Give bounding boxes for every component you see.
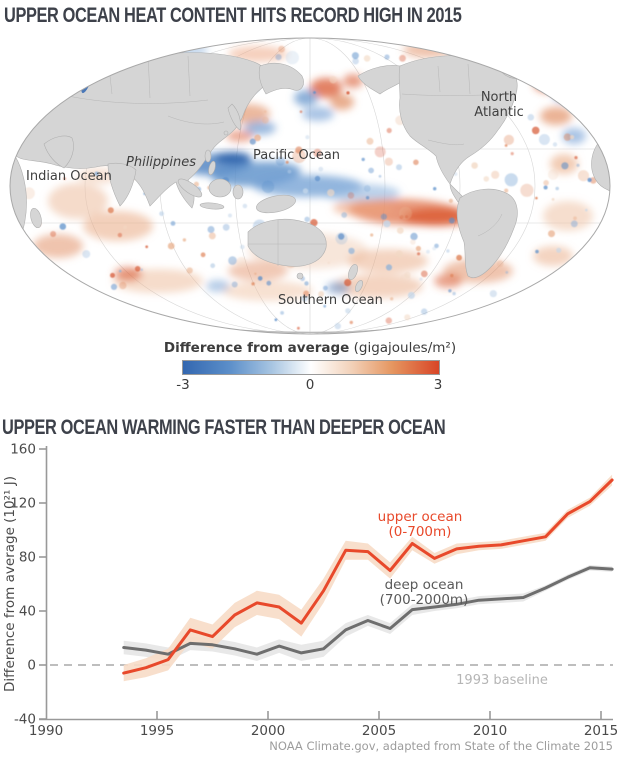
deep-ocean-line <box>122 566 614 656</box>
colorbar-title-units: (gigajoules/m²) <box>349 340 457 356</box>
deep-ocean-band <box>123 565 613 661</box>
x-tick-label: 2000 <box>251 723 285 739</box>
y-axis-title: Difference from average (10²¹ J) <box>2 476 18 692</box>
x-tick-label: 2015 <box>584 723 618 739</box>
colorbar-gradient <box>182 360 440 375</box>
colorbar-tick-mid: 0 <box>305 377 315 393</box>
upper-ocean-band <box>123 474 613 682</box>
ohc-chart: -40 0 40 80 120 160 1990 1995 2000 2005 2010 2015 Di… <box>2 442 618 754</box>
y-tick-label: 0 <box>27 658 36 674</box>
legend-deep-ocean-range: (700-2000m) <box>380 592 469 608</box>
page-title-ocean-heat: UPPER OCEAN HEAT CONTENT HITS RECORD HIG… <box>4 4 462 27</box>
page-title-warming: UPPER OCEAN WARMING FASTER THAN DEEPER O… <box>2 416 446 439</box>
legend-upper-ocean: upper ocean <box>378 509 463 525</box>
y-tick-label: -40 <box>14 712 36 728</box>
country-borders <box>67 53 511 266</box>
x-tick-label: 1995 <box>140 723 174 739</box>
y-tick-label: 80 <box>19 550 36 566</box>
y-tick-label: 40 <box>19 604 36 620</box>
world-map-svg <box>9 37 611 335</box>
world-map: Pacific Ocean Philippines Indian Ocean N… <box>8 36 612 336</box>
colorbar-tick-min: -3 <box>176 377 190 393</box>
colorbar-title: Difference from average (gigajoules/m²) <box>150 340 470 356</box>
x-tick-label: 2010 <box>473 723 507 739</box>
baseline-label: 1993 baseline <box>456 673 548 688</box>
y-tick-label: 120 <box>10 496 36 512</box>
globe-outline <box>9 37 611 335</box>
colorbar: Difference from average (gigajoules/m²) … <box>150 340 470 395</box>
colorbar-title-bold: Difference from average <box>163 340 350 356</box>
x-tick-label: 2005 <box>362 723 396 739</box>
colorbar-tick-max: 3 <box>433 377 443 393</box>
legend-deep-ocean: deep ocean <box>385 577 464 593</box>
credit-text: NOAA Climate.gov, adapted from State of … <box>269 739 613 753</box>
upper-ocean-line <box>122 478 614 675</box>
y-tick-label: 160 <box>10 442 36 458</box>
legend-upper-ocean-range: (0-700m) <box>389 524 452 540</box>
x-tick-label: 1990 <box>29 723 63 739</box>
